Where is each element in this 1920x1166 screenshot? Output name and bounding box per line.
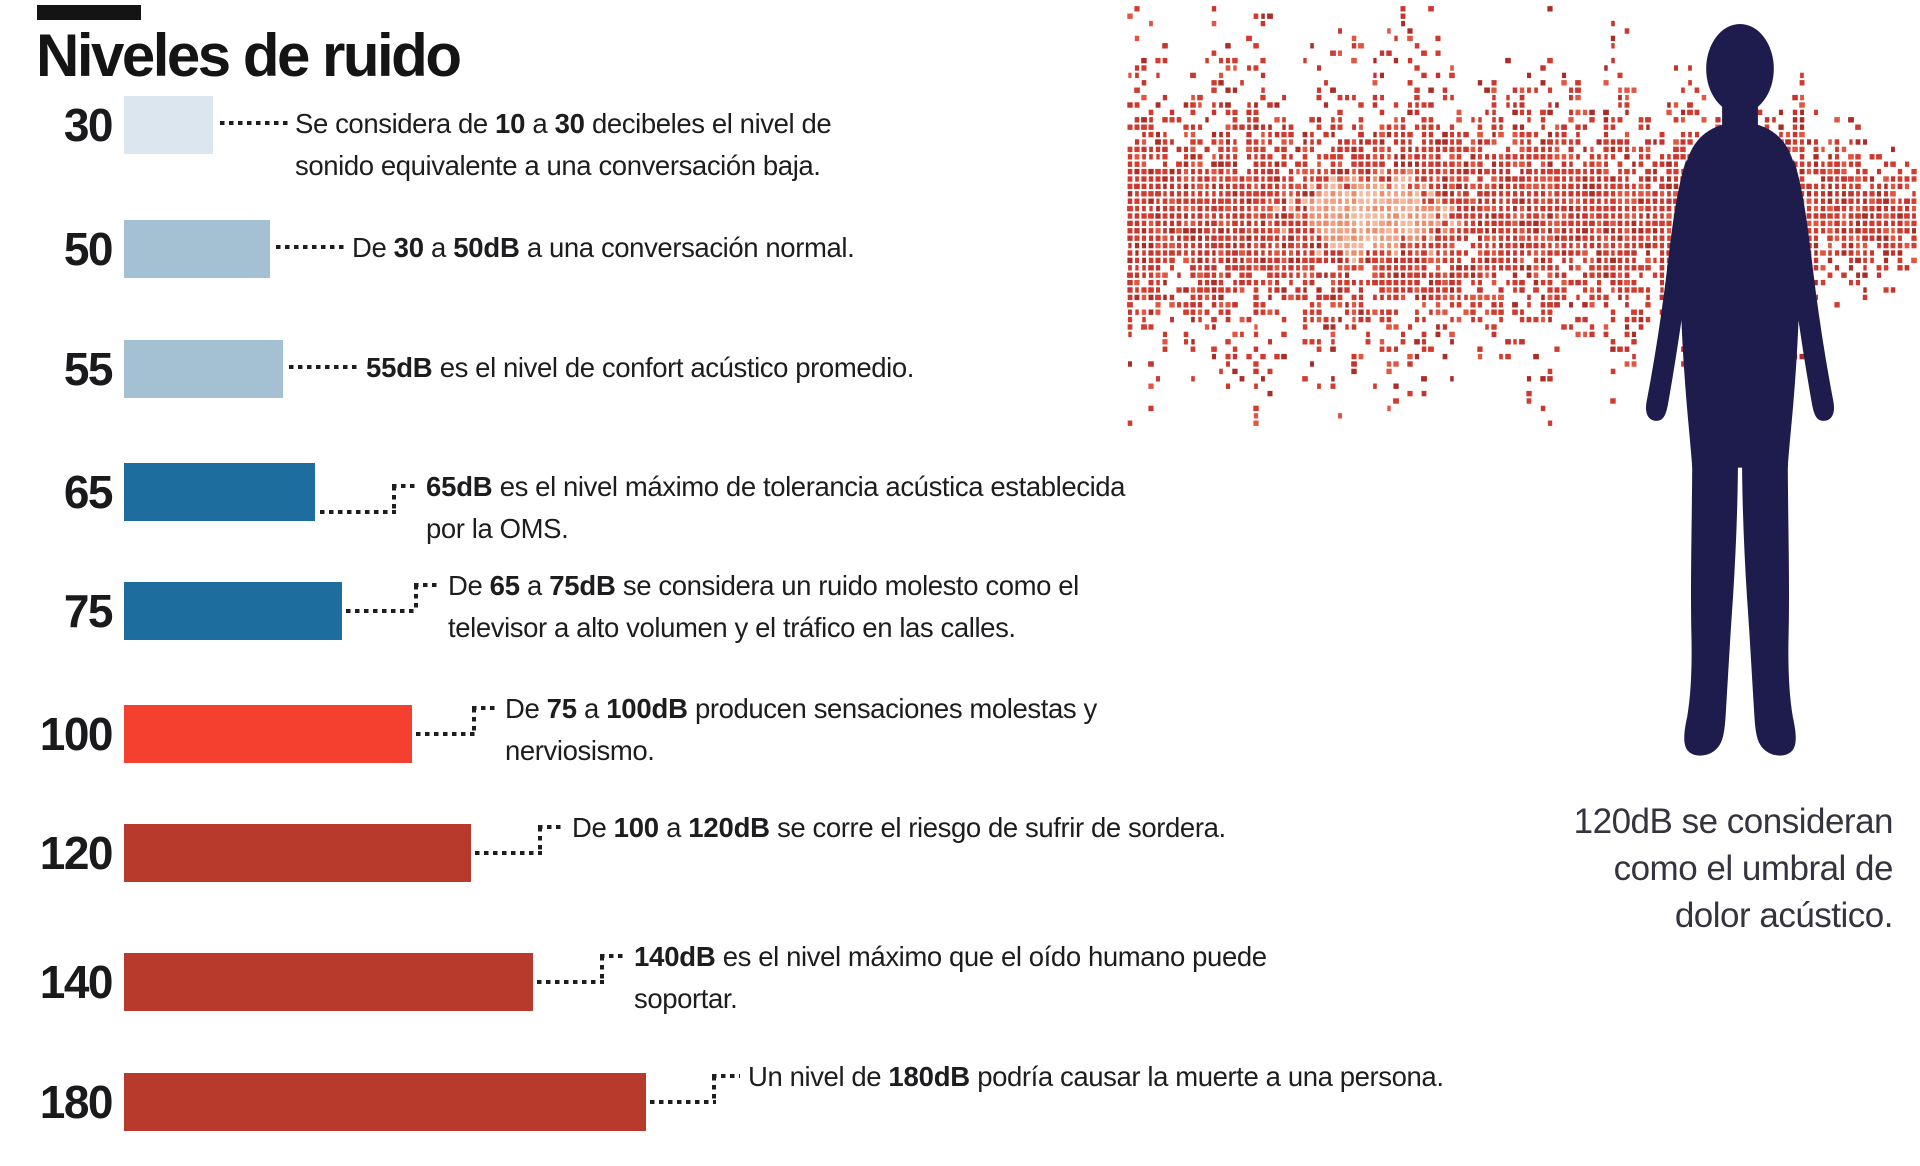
db-value-label: 140	[39, 956, 114, 1008]
dotted-connector	[538, 827, 542, 853]
dotted-connector	[472, 706, 497, 710]
dotted-connector	[289, 365, 358, 369]
dotted-connector	[392, 486, 396, 512]
pain-threshold-note: 120dB se consideran como el umbral de do…	[1573, 798, 1894, 939]
db-bar	[124, 220, 270, 278]
db-bar	[124, 340, 283, 398]
db-bar	[124, 96, 213, 154]
pain-threshold-note-line: como el umbral de	[1613, 849, 1894, 888]
title-accent-bar	[37, 5, 141, 20]
db-description-line: 55dB es el nivel de confort acústico pro…	[366, 352, 914, 383]
dotted-connector	[600, 954, 626, 958]
dotted-connector	[416, 732, 476, 736]
db-description: 55dB es el nivel de confort acústico pro…	[366, 347, 914, 389]
db-description-line: 140dB es el nivel máximo que el oído hum…	[634, 941, 1267, 972]
db-description: 65dB es el nivel máximo de tolerancia ac…	[426, 466, 1125, 550]
db-description-line: Un nivel de 180dB podría causar la muert…	[748, 1061, 1444, 1092]
silhouette-right-arm	[1787, 159, 1835, 421]
db-value-label: 180	[39, 1076, 114, 1128]
dotted-connector	[346, 609, 418, 613]
silhouette-torso	[1680, 121, 1800, 468]
db-description-line: Se considera de 10 a 30 decibeles el niv…	[295, 108, 832, 139]
db-description: Un nivel de 180dB podría causar la muert…	[748, 1056, 1444, 1098]
db-description: De 30 a 50dB a una conversación normal.	[352, 227, 855, 269]
dotted-connector	[475, 851, 542, 855]
silhouette-left-arm	[1645, 159, 1693, 421]
db-bar	[124, 705, 412, 763]
db-value-label: 100	[39, 708, 114, 760]
db-value-label: 65	[63, 466, 114, 518]
db-description-line: soportar.	[634, 983, 738, 1014]
db-description: De 100 a 120dB se corre el riesgo de suf…	[572, 807, 1226, 849]
pain-threshold-note-line: dolor acústico.	[1674, 896, 1894, 935]
db-bar	[124, 582, 342, 640]
human-silhouette	[1645, 23, 1835, 756]
db-description: Se considera de 10 a 30 decibeles el niv…	[295, 103, 832, 187]
db-bar	[124, 953, 533, 1011]
db-value-label: 50	[63, 223, 114, 275]
dotted-connector	[392, 484, 418, 488]
dotted-connector	[220, 121, 288, 125]
silhouette-head	[1706, 23, 1774, 114]
db-description-line: por la OMS.	[426, 513, 569, 544]
dotted-connector	[538, 825, 564, 829]
db-description-line: De 65 a 75dB se considera un ruido moles…	[448, 570, 1079, 601]
db-description-line: De 75 a 100dB producen sensaciones moles…	[505, 693, 1097, 724]
dotted-connector	[414, 585, 418, 611]
db-description-line: televisor a alto volumen y el tráfico en…	[448, 612, 1016, 643]
db-description-line: De 30 a 50dB a una conversación normal.	[352, 232, 855, 263]
page-title: Niveles de ruido	[36, 22, 462, 89]
dotted-connector	[414, 583, 440, 587]
silhouette-right-leg	[1741, 451, 1796, 756]
db-value-label: 30	[63, 99, 114, 151]
db-value-label: 55	[63, 343, 114, 395]
dotted-connector	[600, 956, 604, 982]
dotted-connector	[712, 1074, 740, 1078]
db-value-label: 75	[63, 585, 114, 637]
db-description: 140dB es el nivel máximo que el oído hum…	[634, 936, 1267, 1020]
db-description-line: sonido equivalente a una conversación ba…	[295, 150, 821, 181]
dotted-connector	[712, 1076, 716, 1102]
db-description: De 75 a 100dB producen sensaciones moles…	[505, 688, 1097, 772]
dotted-connector	[650, 1100, 716, 1104]
db-description: De 65 a 75dB se considera un ruido moles…	[448, 565, 1079, 649]
db-description-line: De 100 a 120dB se corre el riesgo de suf…	[572, 812, 1226, 843]
db-description-line: 65dB es el nivel máximo de tolerancia ac…	[426, 471, 1126, 502]
db-description-line: nerviosismo.	[505, 735, 655, 766]
dotted-connector	[537, 980, 604, 984]
pain-threshold-note-line: 120dB se consideran	[1573, 802, 1894, 841]
db-bar	[124, 1073, 646, 1131]
db-bar	[124, 824, 471, 882]
silhouette-left-leg	[1684, 451, 1739, 756]
dotted-connector	[472, 708, 476, 734]
dotted-connector	[276, 245, 344, 249]
db-bar	[124, 463, 315, 521]
dotted-connector	[320, 510, 396, 514]
db-value-label: 120	[39, 827, 114, 879]
